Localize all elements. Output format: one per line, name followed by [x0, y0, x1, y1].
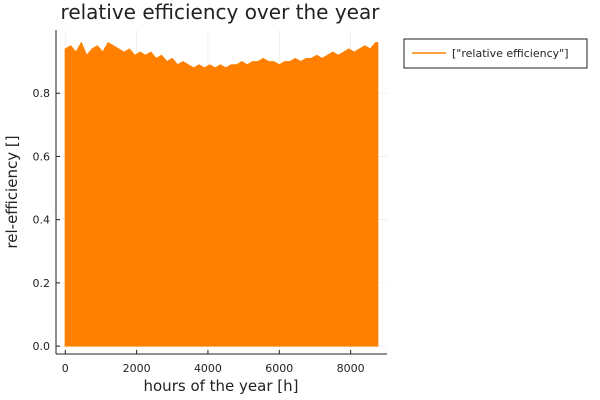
- legend-entry-label: ["relative efficiency"]: [452, 47, 569, 60]
- x-ticks: 0 2000 4000 6000 8000: [62, 350, 365, 375]
- series-layer: [64, 41, 379, 347]
- x-tick-label: 6000: [265, 362, 293, 375]
- x-tick-label: 4000: [194, 362, 222, 375]
- y-tick-label: 0.4: [33, 214, 51, 227]
- y-tick-label: 0.6: [33, 150, 51, 163]
- x-tick-label: 0: [62, 362, 69, 375]
- y-tick-label: 0.0: [33, 340, 51, 353]
- y-tick-label: 0.8: [33, 87, 51, 100]
- x-tick-label: 8000: [337, 362, 365, 375]
- legend: ["relative efficiency"]: [403, 38, 588, 69]
- y-ticks: 0.0 0.2 0.4 0.6 0.8: [33, 87, 60, 353]
- y-tick-label: 0.2: [33, 277, 51, 290]
- y-axis-label: rel-efficiency []: [3, 135, 21, 248]
- series-area: [64, 41, 379, 347]
- x-axis-label: hours of the year [h]: [144, 377, 299, 395]
- chart-title: relative efficiency over the year: [61, 0, 381, 24]
- x-tick-label: 2000: [123, 362, 151, 375]
